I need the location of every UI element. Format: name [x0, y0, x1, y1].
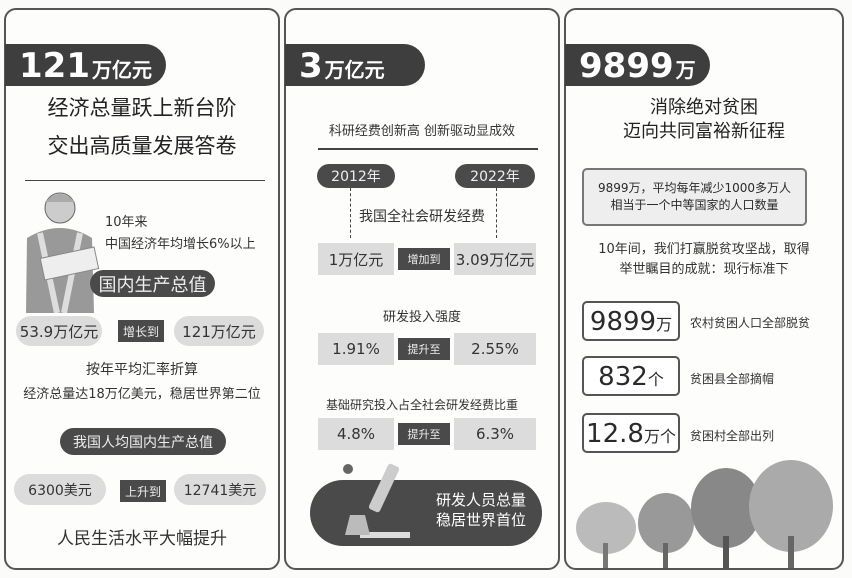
rd-panel [284, 8, 560, 570]
stat-num: 9899 [589, 307, 657, 337]
rd-verb: 增加到 [398, 248, 450, 270]
growth-text: 中国经济年均增长6%以上 [105, 237, 256, 252]
badge-unit: 万亿元 [324, 58, 385, 82]
pc-verb: 上升到 [120, 480, 166, 502]
badge-value: 9899 [579, 46, 674, 86]
footer-text: 人民生活水平大幅提升 [57, 529, 227, 549]
badge-unit: 万亿元 [91, 58, 152, 82]
divider [318, 148, 538, 150]
stat-box: 9899 万 [582, 301, 680, 341]
basic-research-label: 基础研究投入占全社会研发经费比重 [325, 398, 518, 412]
stat-box: 12.8 万个 [582, 413, 680, 453]
badge-value: 121 [19, 46, 90, 86]
gdp-title: 经济总量跃上新台阶 交出高质量发展答卷 [4, 94, 280, 160]
stat-num: 832 [598, 362, 648, 392]
gdp-label: 国内生产总值 [90, 270, 215, 297]
stat-num: 12.8 [586, 419, 644, 449]
basic-from: 4.8% [318, 418, 394, 450]
banner-line: 稳居世界首位 [436, 511, 527, 529]
intro-text: 10年间，我们打赢脱贫攻坚战，取得 举世瞩目的成就：现行标准下 [564, 240, 844, 280]
poverty-title: 消除绝对贫困 迈向共同富裕新征程 [564, 96, 844, 144]
exchange-text: 经济总量达18万亿美元，稳居世界第二位 [23, 387, 261, 402]
info-box: 9899万，平均每年减少1000多万人 相当于一个中等国家的人口数量 [582, 168, 807, 226]
connector-line [350, 188, 351, 238]
rd-badge: 3 万亿元 [285, 44, 425, 86]
gdp-from: 53.9万亿元 [16, 316, 102, 346]
divider [25, 180, 265, 181]
year-end: 2022年 [455, 164, 535, 188]
stat-unit: 个 [647, 370, 664, 389]
banner-line: 研发人员总量 [436, 491, 527, 509]
basic-verb: 提升至 [398, 423, 450, 445]
rd-from: 1万亿元 [318, 243, 394, 275]
growth-text: 10年来 [105, 215, 148, 230]
intro-line: 举世瞩目的成就：现行标准下 [619, 262, 789, 277]
pc-from: 6300美元 [14, 474, 106, 505]
stat-desc: 贫困村全部出列 [690, 429, 775, 443]
trees-illustration [576, 460, 833, 568]
stat-unit: 万个 [643, 427, 676, 446]
title-line: 迈向共同富裕新征程 [623, 121, 785, 142]
stat-desc: 农村贫困人口全部脱贫 [690, 316, 811, 330]
stat-desc: 贫困县全部摘帽 [690, 372, 775, 386]
badge-unit: 万 [675, 58, 696, 82]
rd-label: 我国全社会研发经费 [359, 209, 485, 225]
pc-to: 12741美元 [174, 474, 266, 505]
box-line: 9899万，平均每年减少1000多万人 [597, 181, 792, 195]
gdp-verb: 增长到 [118, 320, 164, 342]
rd-heading: 科研经费创新高 创新驱动显成效 [328, 124, 516, 139]
intensity-from: 1.91% [318, 333, 394, 365]
gdp-to: 121万亿元 [174, 316, 264, 346]
title-line: 经济总量跃上新台阶 [47, 96, 237, 120]
intro-line: 10年间，我们打赢脱贫攻坚战，取得 [598, 242, 810, 257]
per-capita-label: 我国人均国内生产总值 [60, 428, 226, 455]
basic-to: 6.3% [454, 418, 536, 450]
microscope-icon [343, 463, 410, 538]
gdp-badge: 121 万亿元 [5, 44, 166, 86]
connector-line [496, 188, 497, 238]
year-start: 2012年 [317, 164, 395, 188]
intensity-to: 2.55% [454, 333, 536, 365]
badge-value: 3 [299, 46, 323, 86]
intensity-label: 研发投入强度 [382, 310, 461, 325]
intensity-verb: 提升至 [398, 338, 450, 360]
banner-text: 研发人员总量 稳居世界首位 [436, 490, 526, 530]
poverty-badge: 9899 万 [565, 44, 710, 86]
title-line: 交出高质量发展答卷 [47, 134, 237, 158]
title-line: 消除绝对贫困 [650, 97, 758, 118]
stat-unit: 万 [656, 315, 673, 334]
exchange-text: 按年平均汇率折算 [86, 362, 198, 378]
worker-illustration [26, 192, 100, 313]
box-line: 相当于一个中等国家的人口数量 [610, 198, 779, 212]
rd-to: 3.09万亿元 [454, 243, 536, 275]
stat-box: 832 个 [582, 356, 680, 396]
